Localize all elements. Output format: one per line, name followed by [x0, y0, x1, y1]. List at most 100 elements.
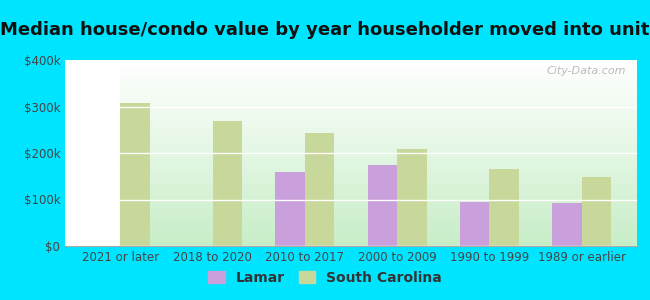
Bar: [120, 133, 650, 134]
Bar: [213, 122, 242, 246]
Bar: [120, 229, 650, 231]
Bar: [120, 84, 650, 86]
Bar: [397, 149, 426, 246]
Bar: [120, 90, 650, 92]
Bar: [120, 224, 650, 226]
Bar: [120, 216, 650, 218]
Bar: [120, 227, 650, 229]
Bar: [120, 226, 650, 227]
Bar: [120, 68, 650, 69]
Bar: [120, 131, 650, 133]
Bar: [120, 168, 650, 170]
Bar: [120, 112, 650, 114]
Bar: [120, 211, 650, 212]
Bar: [120, 151, 650, 153]
Bar: [120, 194, 650, 196]
Bar: [120, 203, 650, 205]
Bar: [120, 205, 650, 207]
Bar: [120, 173, 650, 175]
Bar: [120, 129, 650, 131]
Bar: [120, 66, 650, 68]
Bar: [368, 165, 397, 246]
Bar: [120, 212, 650, 214]
Bar: [120, 235, 650, 237]
Bar: [120, 157, 650, 159]
Bar: [120, 92, 650, 94]
Bar: [120, 242, 650, 244]
Bar: [120, 214, 650, 216]
Bar: [120, 99, 650, 101]
Bar: [120, 179, 650, 181]
Bar: [489, 169, 519, 246]
Bar: [120, 134, 650, 136]
Bar: [120, 233, 650, 235]
Bar: [120, 166, 650, 168]
Legend: Lamar, South Carolina: Lamar, South Carolina: [202, 265, 448, 290]
Bar: [120, 108, 650, 110]
Bar: [120, 218, 650, 220]
Text: Median house/condo value by year householder moved into unit: Median house/condo value by year househo…: [0, 21, 650, 39]
Bar: [120, 207, 650, 209]
Bar: [120, 97, 650, 99]
Bar: [120, 237, 650, 239]
Bar: [120, 146, 650, 147]
Bar: [120, 105, 650, 106]
Bar: [120, 153, 650, 155]
Bar: [120, 77, 650, 79]
Bar: [120, 175, 650, 177]
Bar: [120, 220, 650, 222]
Bar: [120, 201, 650, 203]
Bar: [120, 64, 650, 66]
Bar: [120, 160, 650, 162]
Bar: [120, 162, 650, 164]
Bar: [120, 106, 650, 108]
Bar: [120, 127, 650, 129]
Bar: [120, 149, 650, 151]
Bar: [460, 202, 489, 246]
Bar: [120, 122, 650, 123]
Bar: [120, 170, 650, 172]
Bar: [120, 95, 650, 97]
Bar: [120, 71, 650, 73]
Bar: [120, 103, 650, 105]
Bar: [120, 209, 650, 211]
Bar: [120, 155, 650, 157]
Bar: [120, 110, 650, 112]
Bar: [120, 184, 650, 187]
Bar: [120, 142, 650, 144]
Bar: [120, 188, 650, 190]
Bar: [120, 101, 650, 103]
Bar: [120, 86, 650, 88]
Bar: [120, 181, 650, 183]
Bar: [120, 147, 650, 149]
Bar: [120, 159, 650, 161]
Bar: [120, 118, 650, 119]
Bar: [120, 60, 650, 62]
Bar: [120, 82, 650, 84]
Bar: [120, 125, 650, 127]
Bar: [120, 94, 650, 95]
Bar: [120, 192, 650, 194]
Bar: [120, 62, 650, 64]
Bar: [120, 80, 650, 82]
Bar: [120, 114, 650, 116]
Bar: [120, 136, 650, 138]
Bar: [120, 198, 650, 200]
Bar: [120, 144, 650, 146]
Bar: [305, 134, 334, 246]
Bar: [120, 231, 650, 233]
Bar: [120, 244, 650, 246]
Bar: [120, 196, 650, 198]
Bar: [120, 116, 650, 118]
Bar: [276, 172, 305, 246]
Bar: [120, 73, 650, 75]
Bar: [120, 119, 650, 122]
Bar: [120, 187, 650, 188]
Bar: [120, 183, 650, 184]
Bar: [120, 69, 650, 71]
Bar: [552, 203, 582, 246]
Bar: [120, 172, 650, 173]
Bar: [120, 164, 650, 166]
Text: City-Data.com: City-Data.com: [546, 66, 625, 76]
Bar: [582, 177, 611, 246]
